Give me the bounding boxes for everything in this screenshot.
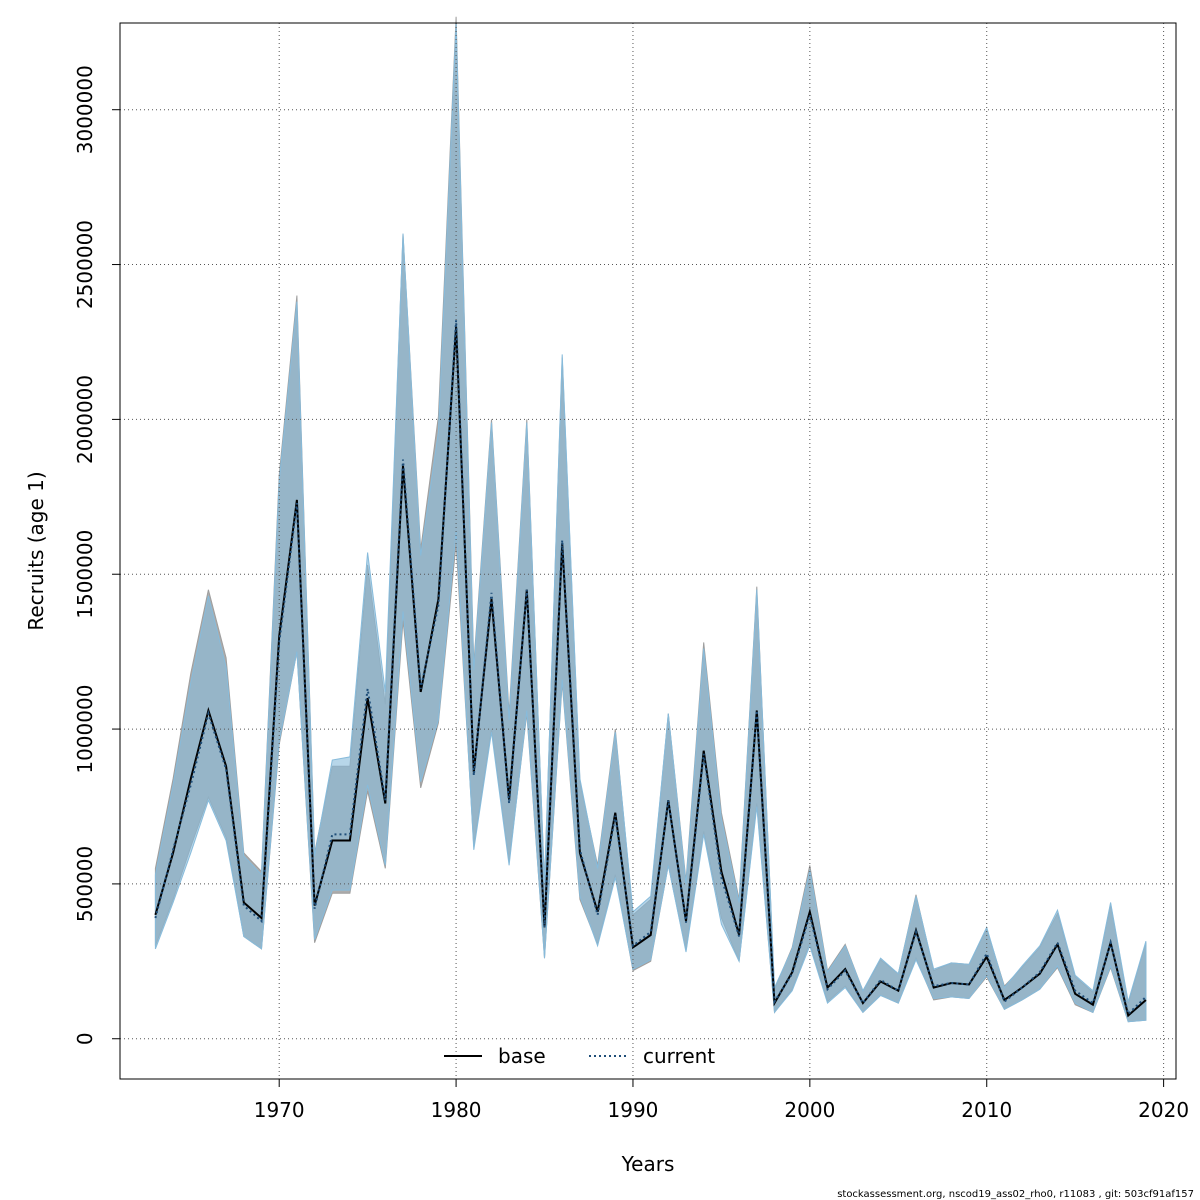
series-lines — [154, 320, 1147, 1018]
y-tick-label: 1500000 — [73, 530, 97, 619]
x-axis: 1970 1980 1990 2000 2010 2020 — [254, 1079, 1189, 1122]
x-tick-label: 2000 — [784, 1098, 835, 1122]
x-tick-label: 2020 — [1138, 1098, 1189, 1122]
y-tick-label: 1000000 — [73, 685, 97, 774]
y-axis-label: Recruits (age 1) — [24, 471, 48, 630]
x-tick-label: 1980 — [431, 1098, 482, 1122]
legend: base current — [444, 1044, 715, 1068]
legend-current-label: current — [643, 1044, 715, 1068]
x-tick-label: 1970 — [254, 1098, 305, 1122]
plot-frame — [119, 22, 1177, 1080]
legend-base-label: base — [498, 1044, 546, 1068]
y-tick-label: 2000000 — [73, 375, 97, 464]
confidence-bands — [154, 16, 1147, 1023]
grid-lines — [120, 23, 1176, 1079]
current-line — [154, 320, 1147, 1016]
x-tick-label: 2010 — [961, 1098, 1012, 1122]
current-confidence-band — [154, 22, 1147, 1023]
x-axis-label: Years — [621, 1152, 675, 1176]
y-tick-label: 500000 — [73, 846, 97, 922]
footnote: stockassessment.org, nscod19_ass02_rho0,… — [837, 1189, 1194, 1200]
y-tick-label: 0 — [73, 1032, 97, 1045]
y-axis: 0 500000 1000000 1500000 2000000 2500000 30000… — [73, 65, 120, 1045]
y-tick-label: 3000000 — [73, 65, 97, 154]
x-tick-label: 1990 — [608, 1098, 659, 1122]
y-tick-label: 2500000 — [73, 220, 97, 309]
